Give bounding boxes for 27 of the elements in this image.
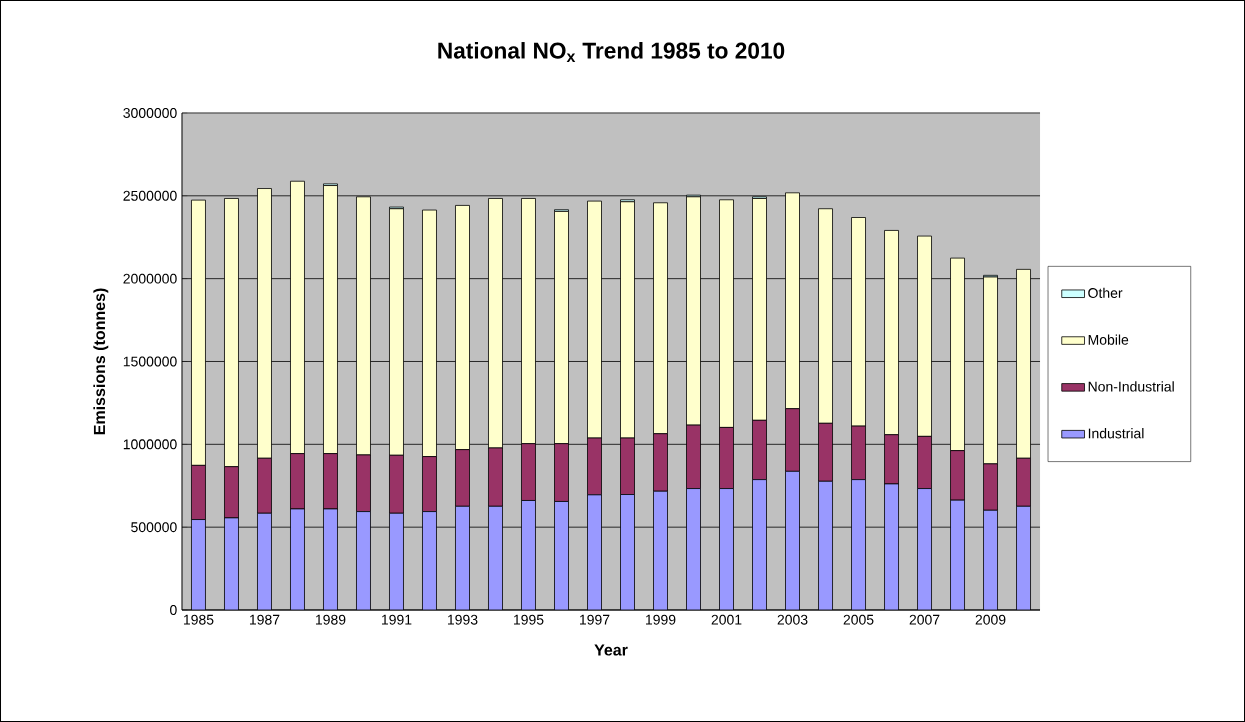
y-tick-label: 2500000 [123, 190, 177, 201]
x-tick-label: 1999 [646, 614, 676, 625]
x-tick-label: 1985 [183, 614, 214, 625]
y-tick-label: 3000000 [123, 108, 177, 118]
y-tick-label: 0 [170, 605, 177, 615]
chart-title: National NO$_{x}$ Trend 1985 to 2010 [438, 42, 785, 62]
x-tick-label: 2009 [975, 614, 1006, 625]
x-tick-label: 2001 [711, 614, 742, 625]
legend-label: Industrial [1088, 428, 1144, 439]
legend-label: Mobile [1088, 334, 1129, 345]
x-tick-label: 2003 [777, 614, 808, 625]
y-axis-title: Emissions (tonnes) [93, 288, 109, 435]
y-tick-label: 1500000 [123, 356, 177, 367]
x-tick-label: 1989 [315, 614, 346, 625]
x-tick-label: 1997 [580, 614, 610, 625]
legend-label: Other [1088, 287, 1123, 298]
x-tick-label: 1987 [249, 614, 280, 625]
y-tick-label: 500000 [131, 522, 177, 533]
legend-label: Non-Industrial [1088, 381, 1174, 392]
x-tick-label: 1993 [447, 614, 478, 625]
x-axis-title: Year [594, 644, 628, 656]
x-tick-label: 1991 [381, 614, 412, 625]
y-tick-label: 2000000 [123, 273, 177, 284]
y-tick-label: 1000000 [123, 439, 177, 450]
x-tick-label: 2005 [843, 614, 874, 625]
x-tick-label: 2007 [909, 614, 940, 625]
x-tick-label: 1995 [514, 614, 544, 625]
